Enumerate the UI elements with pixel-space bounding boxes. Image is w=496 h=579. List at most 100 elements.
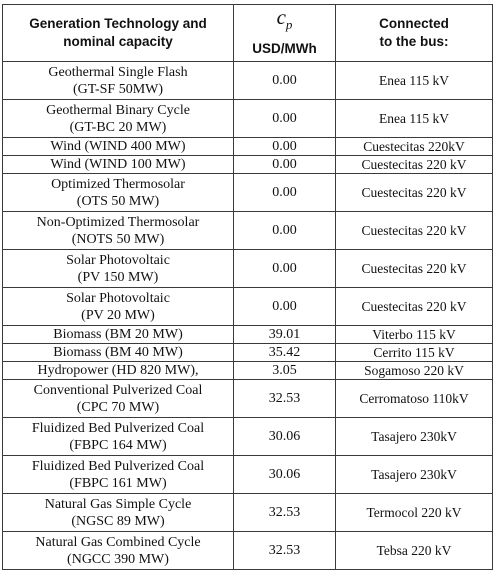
table-header-row: Generation Technology and nominal capaci… xyxy=(2,4,493,62)
cost-cell: 32.53 xyxy=(233,493,336,532)
technology-name-line: Geothermal Single Flash xyxy=(48,64,188,80)
technology-name-line: Wind (WIND 400 MW) xyxy=(50,139,186,154)
technology-name-line: Natural Gas Combined Cycle xyxy=(35,534,201,550)
table-row: Solar Photovoltaic (PV 150 MW) 0.00 Cuestec… xyxy=(2,249,493,288)
technology-name-line: (FBPC 161 MW) xyxy=(69,475,167,491)
bus-cell: Viterbo 115 kV xyxy=(335,325,493,344)
cost-cell: 0.00 xyxy=(233,173,336,212)
cost-cell: 0.00 xyxy=(233,155,336,174)
technology-name-line: (CPC 70 MW) xyxy=(76,399,160,415)
header-bus: Connected to the bus: xyxy=(335,4,493,62)
cost-cell: 0.00 xyxy=(233,211,336,250)
technology-name-line: Solar Photovoltaic xyxy=(66,290,170,306)
table-row: Natural Gas Combined Cycle (NGCC 390 MW) 3… xyxy=(2,531,493,570)
bus-cell: Cuestecitas 220 kV xyxy=(335,287,493,326)
table-row: Natural Gas Simple Cycle (NGSC 89 MW) 32.5… xyxy=(2,493,493,532)
technology-cell: Wind (WIND 100 MW) xyxy=(2,155,234,174)
cost-cell: 0.00 xyxy=(233,287,336,326)
table-row: Geothermal Single Flash (GT-SF 50MW) 0.00 E… xyxy=(2,61,493,100)
technology-name-line: Wind (WIND 100 MW) xyxy=(50,157,186,172)
cost-cell: 3.05 xyxy=(233,361,336,380)
technology-cell: Geothermal Binary Cycle (GT-BC 20 MW) xyxy=(2,99,234,138)
table-row: Non-Optimized Thermosolar (NOTS 50 MW) 0.0… xyxy=(2,211,493,250)
bus-cell: Tasajero 230kV xyxy=(335,417,493,456)
table-row: Biomass (BM 20 MW) 39.01 Viterbo 115 kV xyxy=(2,325,493,344)
table-row: Conventional Pulverized Coal (CPC 70 MW) 3… xyxy=(2,379,493,418)
cost-cell: 0.00 xyxy=(233,137,336,156)
table-row: Fluidized Bed Pulverized Coal (FBPC 161 M… xyxy=(2,455,493,494)
technology-cell: Solar Photovoltaic (PV 150 MW) xyxy=(2,249,234,288)
technology-name-line: Natural Gas Simple Cycle xyxy=(44,496,192,512)
bus-cell: Cuestecitas 220kV xyxy=(335,137,493,156)
technology-cell: Natural Gas Combined Cycle (NGCC 390 MW) xyxy=(2,531,234,570)
bus-cell: Cerromatoso 110kV xyxy=(335,379,493,418)
table-row: Wind (WIND 400 MW) 0.00 Cuestecitas 220kV xyxy=(2,137,493,156)
cost-cell: 32.53 xyxy=(233,531,336,570)
cost-cell: 30.06 xyxy=(233,417,336,456)
table-row: Solar Photovoltaic (PV 20 MW) 0.00 Cuesteci… xyxy=(2,287,493,326)
header-bus-line-2: to the bus: xyxy=(379,34,449,49)
technology-name-line: (PV 20 MW) xyxy=(81,307,155,323)
table-row: Geothermal Binary Cycle (GT-BC 20 MW) 0.00… xyxy=(2,99,493,138)
technology-name-line: Fluidized Bed Pulverized Coal xyxy=(31,458,205,474)
technology-cell: Wind (WIND 400 MW) xyxy=(2,137,234,156)
table-row: Optimized Thermosolar (OTS 50 MW) 0.00 Cues… xyxy=(2,173,493,212)
technology-name-line: Biomass (BM 20 MW) xyxy=(53,327,183,342)
cost-subscript: p xyxy=(285,17,293,33)
bus-cell: Enea 115 kV xyxy=(335,99,493,138)
cost-cell: 32.53 xyxy=(233,379,336,418)
technology-name-line: Solar Photovoltaic xyxy=(66,252,170,268)
cost-cell: 35.42 xyxy=(233,343,336,362)
technology-name-line: Conventional Pulverized Coal xyxy=(33,382,203,398)
cost-cell: 30.06 xyxy=(233,455,336,494)
header-technology-line-2: nominal capacity xyxy=(63,34,173,49)
cost-cell: 0.00 xyxy=(233,99,336,138)
technology-cell: Biomass (BM 40 MW) xyxy=(2,343,234,362)
technology-name-line: Hydropower (HD 820 MW), xyxy=(37,363,199,378)
technology-name-line: Optimized Thermosolar xyxy=(51,176,185,192)
technology-cell: Hydropower (HD 820 MW), xyxy=(2,361,234,380)
bus-cell: Cuestecitas 220 kV xyxy=(335,211,493,250)
generation-technology-table: Generation Technology and nominal capaci… xyxy=(2,4,493,570)
technology-name-line: Fluidized Bed Pulverized Coal xyxy=(31,420,205,436)
technology-cell: Conventional Pulverized Coal (CPC 70 MW) xyxy=(2,379,234,418)
bus-cell: Tasajero 230kV xyxy=(335,455,493,494)
header-technology-line-1: Generation Technology and xyxy=(29,16,207,31)
table-row: Biomass (BM 40 MW) 35.42 Cerrito 115 kV xyxy=(2,343,493,362)
header-technology: Generation Technology and nominal capaci… xyxy=(2,4,234,62)
bus-cell: Sogamoso 220 kV xyxy=(335,361,493,380)
header-bus-line-1: Connected xyxy=(379,16,449,31)
table-row: Hydropower (HD 820 MW), 3.05 Sogamoso 220 … xyxy=(2,361,493,380)
bus-cell: Cerrito 115 kV xyxy=(335,343,493,362)
technology-name-line: (NOTS 50 MW) xyxy=(71,231,165,247)
bus-cell: Tebsa 220 kV xyxy=(335,531,493,570)
technology-cell: Optimized Thermosolar (OTS 50 MW) xyxy=(2,173,234,212)
bus-cell: Cuestecitas 220 kV xyxy=(335,173,493,212)
technology-name-line: (OTS 50 MW) xyxy=(76,193,160,209)
technology-name-line: (PV 150 MW) xyxy=(77,269,159,285)
bus-cell: Cuestecitas 220 kV xyxy=(335,249,493,288)
header-cost: cp USD/MWh xyxy=(233,4,336,62)
technology-name-line: Non-Optimized Thermosolar xyxy=(36,214,200,230)
cost-cell: 0.00 xyxy=(233,61,336,100)
table-body: Geothermal Single Flash (GT-SF 50MW) 0.00 E… xyxy=(2,61,493,570)
bus-cell: Termocol 220 kV xyxy=(335,493,493,532)
cost-symbol: cp xyxy=(276,4,293,33)
technology-name-line: (GT-BC 20 MW) xyxy=(69,119,167,135)
technology-name-line: (GT-SF 50MW) xyxy=(72,81,164,97)
table-row: Wind (WIND 100 MW) 0.00 Cuestecitas 220 kV xyxy=(2,155,493,174)
cost-cell: 39.01 xyxy=(233,325,336,344)
technology-name-line: (NGSC 89 MW) xyxy=(71,513,165,529)
technology-cell: Non-Optimized Thermosolar (NOTS 50 MW) xyxy=(2,211,234,250)
technology-name-line: (NGCC 390 MW) xyxy=(67,551,169,567)
technology-cell: Geothermal Single Flash (GT-SF 50MW) xyxy=(2,61,234,100)
technology-name-line: Biomass (BM 40 MW) xyxy=(53,345,183,360)
technology-name-line: Geothermal Binary Cycle xyxy=(46,102,190,118)
technology-cell: Solar Photovoltaic (PV 20 MW) xyxy=(2,287,234,326)
bus-cell: Cuestecitas 220 kV xyxy=(335,155,493,174)
cost-unit: USD/MWh xyxy=(252,41,317,57)
cost-cell: 0.00 xyxy=(233,249,336,288)
technology-cell: Fluidized Bed Pulverized Coal (FBPC 164 M… xyxy=(2,417,234,456)
table-row: Fluidized Bed Pulverized Coal (FBPC 164 M… xyxy=(2,417,493,456)
